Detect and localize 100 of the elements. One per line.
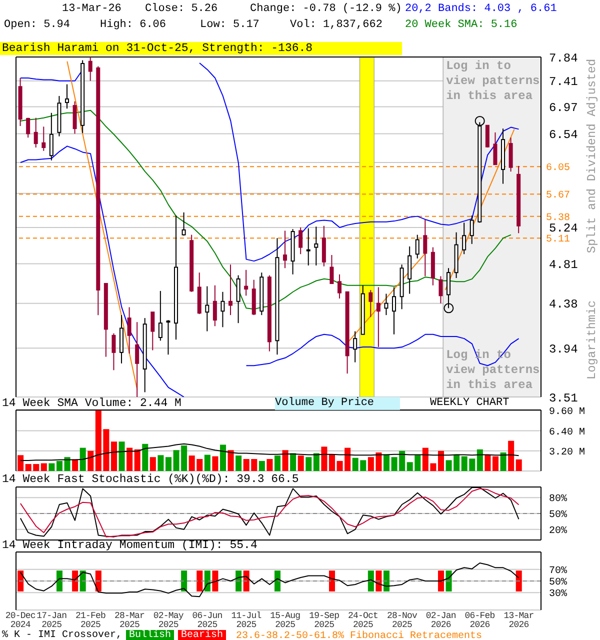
bar [142,444,148,471]
candlestick [368,290,373,318]
candlestick [220,291,225,328]
candlestick [462,222,466,255]
bar [126,448,133,471]
candlestick [322,225,326,267]
chart-title: 14 Week SMA Volume: 2.44 M [1,397,182,410]
candlestick [135,322,140,397]
x-tick-label: 06-Feb 2026 [464,611,495,630]
x-tick-label: 02-Jan 2026 [426,611,456,630]
candlestick [166,320,170,356]
y-tick-label: 50% [549,578,568,589]
text: 13-Mar-26 [62,3,122,16]
chart-title: 14 Week Fast Stochastic (%K)(%D): 39.3 66.5 [1,473,299,486]
candlestick [485,124,490,148]
ref-line-label: 5.67 [546,190,570,202]
bar [298,456,304,471]
text: Close: 5.26 [145,3,218,16]
bar [220,444,226,471]
candlestick [384,293,388,316]
text: Open: 5.94 [4,19,70,32]
candlestick [338,274,342,300]
bar [212,456,218,471]
x-tick-label: 20-Dec 2024 [5,611,36,630]
bar [500,452,506,471]
text: Bearish [178,630,226,640]
ref-line-label: 5.11 [546,234,570,246]
bar [516,459,522,471]
y-tick-label: 9.60 M [549,407,586,418]
y-tick-label: 3.94 [549,342,578,356]
text: Bullish [126,630,174,640]
candlestick [150,312,155,351]
candlestick [283,230,288,269]
y-tick-label: 6.40 M [549,427,586,438]
candlestick [330,254,334,284]
candlestick [112,332,116,371]
ref-line-label: 5.38 [546,212,570,224]
x-tick-label: 21-Feb 2025 [76,611,106,630]
bar [64,457,70,471]
bar [88,450,94,471]
candlestick [438,276,443,304]
text: WEEKLY CHART [430,397,510,410]
bar [290,453,296,471]
candlestick [49,112,54,161]
text: 23.6-38.2-50-61.8% Fibonacci Retracements [236,630,482,640]
y-tick-label: 80% [549,494,568,506]
x-tick-label: 06-Jun 2025 [192,611,222,630]
bar [258,460,265,471]
candlestick [244,269,248,296]
x-tick-label: 19-Sep 2025 [309,611,340,630]
candlestick [182,212,186,236]
candlestick [127,306,132,354]
candlestick [376,286,380,348]
candlestick [34,117,38,148]
text: Volume By Price [275,397,400,410]
candlestick [306,228,310,266]
y-tick-label: 50% [549,510,568,522]
candlestick [236,274,240,324]
candlestick [446,268,451,309]
x-tick-label: 24-Oct 2025 [348,611,378,630]
bar [266,458,273,471]
candlestick [64,84,69,110]
x-tick-label: 15-Aug 2025 [270,611,300,630]
bar [134,449,140,471]
bar [80,448,86,471]
text: 20 Week SMA: 5.16 [405,19,518,32]
y-tick-label: 4.81 [549,258,578,272]
bar [110,442,117,471]
candlestick [72,100,77,134]
candlestick [228,264,233,316]
candlestick [314,226,318,266]
candlestick [42,126,46,152]
y-tick-label: 30% [549,589,568,600]
text: 20,2 Bands: 4.03 , 6.61 [405,3,557,16]
candlestick [88,57,92,82]
bar [56,460,62,471]
y-tick-label: 7.41 [549,75,578,90]
x-tick-label: 28-Mar 2025 [114,611,144,630]
candlestick [298,226,303,255]
y-tick-label: 5.24 [549,222,578,236]
text: Logarithmic [585,300,599,380]
x-tick-label: 13-Mar 2026 [504,611,534,630]
text: Low: 5.17 [200,19,260,32]
bar [492,456,499,471]
bar [158,455,164,471]
bar [165,457,172,471]
bar [306,457,312,471]
candlestick [508,137,513,172]
bar [150,457,156,471]
line-series [20,146,184,397]
candlestick [26,117,30,138]
bar [313,453,320,471]
y-tick-label: 4.38 [549,298,578,312]
bar [48,463,55,471]
bar [484,454,491,471]
candlestick [493,132,498,166]
x-tick-label: 17-Jan 2025 [36,611,67,630]
y-tick-label: 3.20 M [549,447,586,458]
bar [438,450,444,471]
text: Change: -0.78 (-12.9 %) [250,3,402,16]
